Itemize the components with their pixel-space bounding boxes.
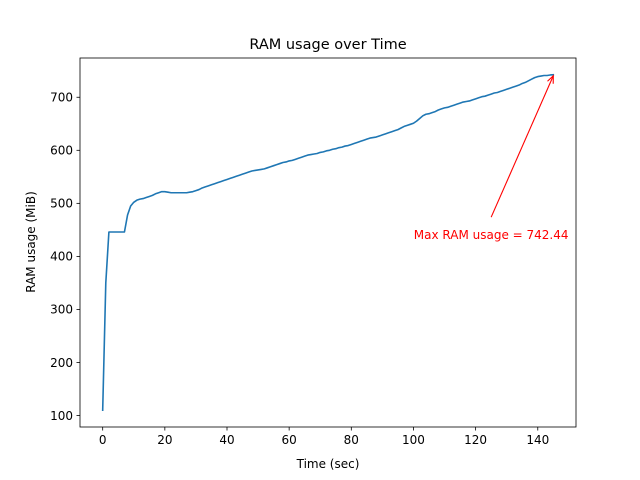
x-axis-label: Time (sec) [296,457,360,471]
ram-usage-line [101,73,555,412]
annotation: Max RAM usage = 742.44 [414,74,569,242]
y-tick-label: 600 [50,144,73,158]
axes: 0 20 40 60 80 100 120 140 100 200 300 400 500 600 700 [50,57,577,447]
x-tick-label: 0 [99,433,107,447]
x-tick-label: 40 [219,433,234,447]
y-tick-label: 500 [50,197,73,211]
x-tick-label: 80 [344,433,359,447]
x-tick-label: 60 [282,433,297,447]
y-tick-label: 400 [50,250,73,264]
annotation-arrow [490,75,554,218]
annotation-arrowhead [547,74,554,84]
y-tick-label: 200 [50,356,73,370]
y-axis: 100 200 300 400 500 600 700 [50,91,80,423]
x-tick-label: 20 [157,433,172,447]
y-tick-label: 700 [50,91,73,105]
y-axis-label: RAM usage (MiB) [24,191,38,293]
y-tick-label: 100 [50,409,73,423]
x-tick-label: 120 [464,433,487,447]
axes-frame [79,57,577,428]
x-axis: 0 20 40 60 80 100 120 140 [99,427,549,447]
chart-title: RAM usage over Time [249,37,406,53]
x-tick-label: 140 [526,433,549,447]
plot-area [101,73,555,412]
y-tick-label: 300 [50,303,73,317]
x-tick-label: 100 [402,433,425,447]
max-ram-annotation-label: Max RAM usage = 742.44 [414,228,569,242]
